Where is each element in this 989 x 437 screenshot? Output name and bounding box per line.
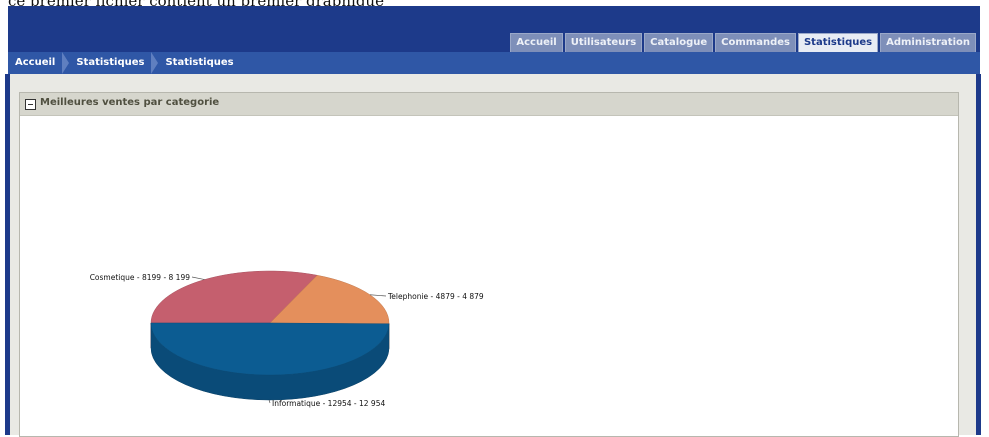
tab-administration[interactable]: Administration (880, 33, 976, 52)
pie-leader-line-cosmetique (192, 277, 205, 280)
main-tabs: Accueil Utilisateurs Catalogue Commandes… (510, 33, 976, 52)
breadcrumb-item-accueil[interactable]: Accueil (8, 52, 69, 74)
pie-leader-line-telephonie (370, 295, 386, 296)
pie-leader-line-informatique (269, 400, 270, 403)
frame-right-border (976, 74, 981, 435)
tab-accueil[interactable]: Accueil (510, 33, 562, 52)
tab-catalogue[interactable]: Catalogue (644, 33, 713, 52)
pie-label-cosmetique: Cosmetique - 8199 - 8 199 (90, 273, 191, 282)
breadcrumb-item-statistiques-current[interactable]: Statistiques (158, 52, 247, 74)
pie-label-telephonie: Telephonie - 4879 - 4 879 (387, 292, 484, 301)
tab-utilisateurs[interactable]: Utilisateurs (565, 33, 642, 52)
breadcrumb: Accueil Statistiques Statistiques (8, 52, 980, 74)
pie-chart: Cosmetique - 8199 - 8 199 Telephonie - 48… (20, 93, 958, 436)
best-sales-panel: Meilleures ventes par categorie Cosmetiq… (19, 92, 959, 437)
pie-label-informatique: Informatique - 12954 - 12 954 (272, 399, 385, 408)
tab-commandes[interactable]: Commandes (715, 33, 796, 52)
app-header: Accueil Utilisateurs Catalogue Commandes… (8, 6, 980, 52)
tab-statistiques[interactable]: Statistiques (798, 33, 878, 52)
breadcrumb-item-statistiques[interactable]: Statistiques (69, 52, 158, 74)
